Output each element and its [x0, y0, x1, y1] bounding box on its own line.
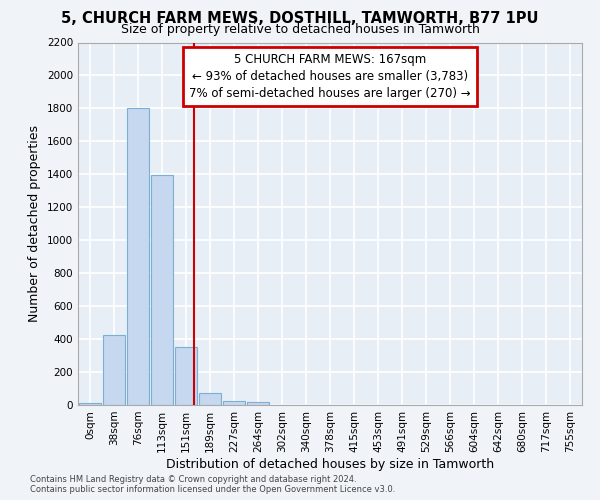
- Bar: [103, 335, 125, 405]
- Text: 5 CHURCH FARM MEWS: 167sqm
← 93% of detached houses are smaller (3,783)
7% of se: 5 CHURCH FARM MEWS: 167sqm ← 93% of deta…: [189, 54, 471, 100]
- Text: 5, CHURCH FARM MEWS, DOSTHILL, TAMWORTH, B77 1PU: 5, CHURCH FARM MEWS, DOSTHILL, TAMWORTH,…: [61, 11, 539, 26]
- Bar: [151, 175, 173, 405]
- Bar: [79, 402, 101, 405]
- Text: Contains HM Land Registry data © Crown copyright and database right 2024.
Contai: Contains HM Land Registry data © Crown c…: [30, 474, 395, 494]
- Bar: [223, 401, 245, 405]
- Bar: [175, 348, 197, 405]
- Bar: [199, 392, 221, 405]
- Y-axis label: Number of detached properties: Number of detached properties: [28, 125, 41, 322]
- Text: Size of property relative to detached houses in Tamworth: Size of property relative to detached ho…: [121, 22, 479, 36]
- X-axis label: Distribution of detached houses by size in Tamworth: Distribution of detached houses by size …: [166, 458, 494, 470]
- Bar: [127, 108, 149, 405]
- Bar: [247, 402, 269, 405]
